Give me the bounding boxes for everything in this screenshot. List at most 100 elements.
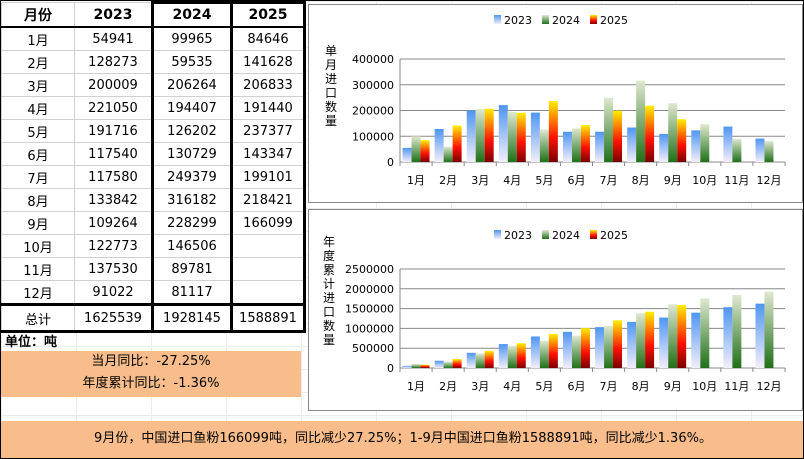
bar-2024 — [636, 80, 646, 162]
bar-2023 — [402, 147, 412, 162]
bar-2025 — [420, 140, 430, 162]
bar-2024 — [764, 141, 774, 162]
value-cell: 99965 — [151, 26, 233, 51]
y-axis-title-char: 进 — [325, 72, 337, 86]
y-tick-label: 0 — [387, 156, 394, 169]
bar-2023 — [562, 131, 572, 162]
bar-2025 — [677, 119, 687, 162]
bar-2023 — [402, 365, 412, 368]
bar-2025 — [516, 112, 526, 162]
import-table: 月份 2023 2024 2025 1月 54941 99965 84646 2月 128… — [1, 1, 306, 333]
table-row: 12月 91022 81117 — [1, 280, 306, 305]
bar-2023 — [723, 126, 733, 162]
table-row: 11月 137530 89781 — [1, 257, 306, 281]
value-cell: 109264 — [74, 211, 153, 235]
bar-2024 — [443, 361, 453, 368]
y-axis-title-char: 年 — [323, 235, 335, 249]
header-month: 月份 — [1, 2, 75, 28]
x-tick-label: 12月 — [756, 380, 781, 393]
x-tick-label: 5月 — [535, 380, 553, 393]
value-cell — [230, 280, 306, 305]
table-row: 6月 117540 130729 143347 — [1, 142, 306, 166]
summary-banner: 9月份，中国进口鱼粉166099吨，同比减少27.25%；1-9月中国进口鱼粉1… — [1, 421, 803, 458]
value-cell: 166099 — [230, 211, 306, 235]
y-tick-label: 400000 — [352, 53, 394, 66]
value-cell: 199101 — [230, 165, 306, 189]
bar-2024 — [539, 340, 549, 368]
bar-2023 — [755, 138, 765, 162]
bar-2023 — [691, 130, 701, 162]
value-cell: 146506 — [151, 234, 233, 258]
total-value: 1625539 — [74, 303, 153, 333]
y-tick-label: 1500000 — [345, 303, 394, 316]
bar-2025 — [484, 350, 494, 368]
legend-swatch-2025 — [590, 230, 597, 239]
value-cell — [230, 257, 306, 281]
x-tick-label: 11月 — [724, 174, 749, 187]
bar-2024 — [571, 335, 581, 368]
bar-2023 — [595, 131, 605, 162]
x-tick-label: 7月 — [600, 174, 618, 187]
value-cell: 237377 — [230, 119, 306, 143]
x-tick-label: 12月 — [756, 174, 781, 187]
value-cell: 221050 — [74, 96, 153, 120]
legend-swatch-2025 — [590, 15, 597, 24]
value-cell: 249379 — [151, 165, 233, 189]
x-tick-label: 2月 — [439, 174, 457, 187]
value-cell: 59535 — [151, 50, 233, 74]
bar-2024 — [668, 304, 678, 368]
bar-2024 — [475, 353, 485, 368]
y-tick-label: 2500000 — [345, 263, 394, 276]
value-cell: 137530 — [74, 257, 153, 281]
table-row: 1月 54941 99965 84646 — [1, 26, 306, 51]
x-tick-label: 3月 — [471, 174, 489, 187]
bar-2024 — [764, 291, 774, 368]
x-tick-label: 6月 — [567, 174, 585, 187]
bar-2023 — [530, 336, 540, 368]
bar-2024 — [668, 103, 678, 162]
bar-2024 — [411, 364, 421, 368]
table-row: 7月 117580 249379 199101 — [1, 165, 306, 189]
y-axis-title-char: 累 — [323, 263, 335, 277]
month-cell: 8月 — [1, 188, 75, 212]
bar-2023 — [434, 128, 444, 162]
value-cell: 316182 — [151, 188, 233, 212]
y-tick-label: 300000 — [352, 79, 394, 92]
yoy-box: 当月同比：-27.25% 年度累计同比：-1.36% — [1, 351, 301, 397]
x-tick-label: 7月 — [600, 380, 618, 393]
value-cell: 117540 — [74, 142, 153, 166]
value-cell: 54941 — [74, 26, 153, 51]
legend-label-2025: 2025 — [600, 14, 628, 27]
bar-2023 — [723, 307, 733, 368]
value-cell: 206833 — [230, 73, 306, 97]
total-value: 1928145 — [151, 303, 233, 333]
x-tick-label: 10月 — [692, 174, 717, 187]
x-tick-label: 1月 — [407, 380, 425, 393]
month-cell: 7月 — [1, 165, 75, 189]
legend-swatch-2024 — [542, 15, 549, 24]
x-tick-label: 1月 — [407, 174, 425, 187]
bar-2024 — [732, 294, 742, 368]
table-row: 9月 109264 228299 166099 — [1, 211, 306, 235]
value-cell: 143347 — [230, 142, 306, 166]
bar-2023 — [530, 112, 540, 162]
bar-2024 — [636, 313, 646, 368]
bar-2024 — [507, 111, 517, 162]
value-cell: 191716 — [74, 119, 153, 143]
value-cell: 122773 — [74, 234, 153, 258]
y-tick-label: 200000 — [352, 105, 394, 118]
month-cell: 1月 — [1, 26, 75, 51]
month-cell: 2月 — [1, 50, 75, 74]
value-cell: 141628 — [230, 50, 306, 74]
legend-swatch-2023 — [494, 230, 501, 239]
y-axis-title-char: 进 — [323, 291, 335, 305]
legend-label-2024: 2024 — [552, 14, 580, 27]
month-cell: 6月 — [1, 142, 75, 166]
month-cell: 3月 — [1, 73, 75, 97]
total-row: 总计 1625539 1928145 1588891 — [1, 303, 306, 333]
table-row: 3月 200009 206264 206833 — [1, 73, 306, 97]
value-cell: 194407 — [151, 96, 233, 120]
yoy-cumulative: 年度累计同比：-1.36% — [82, 376, 220, 391]
y-axis-title-char: 度 — [323, 248, 335, 263]
bar-2023 — [659, 133, 669, 162]
